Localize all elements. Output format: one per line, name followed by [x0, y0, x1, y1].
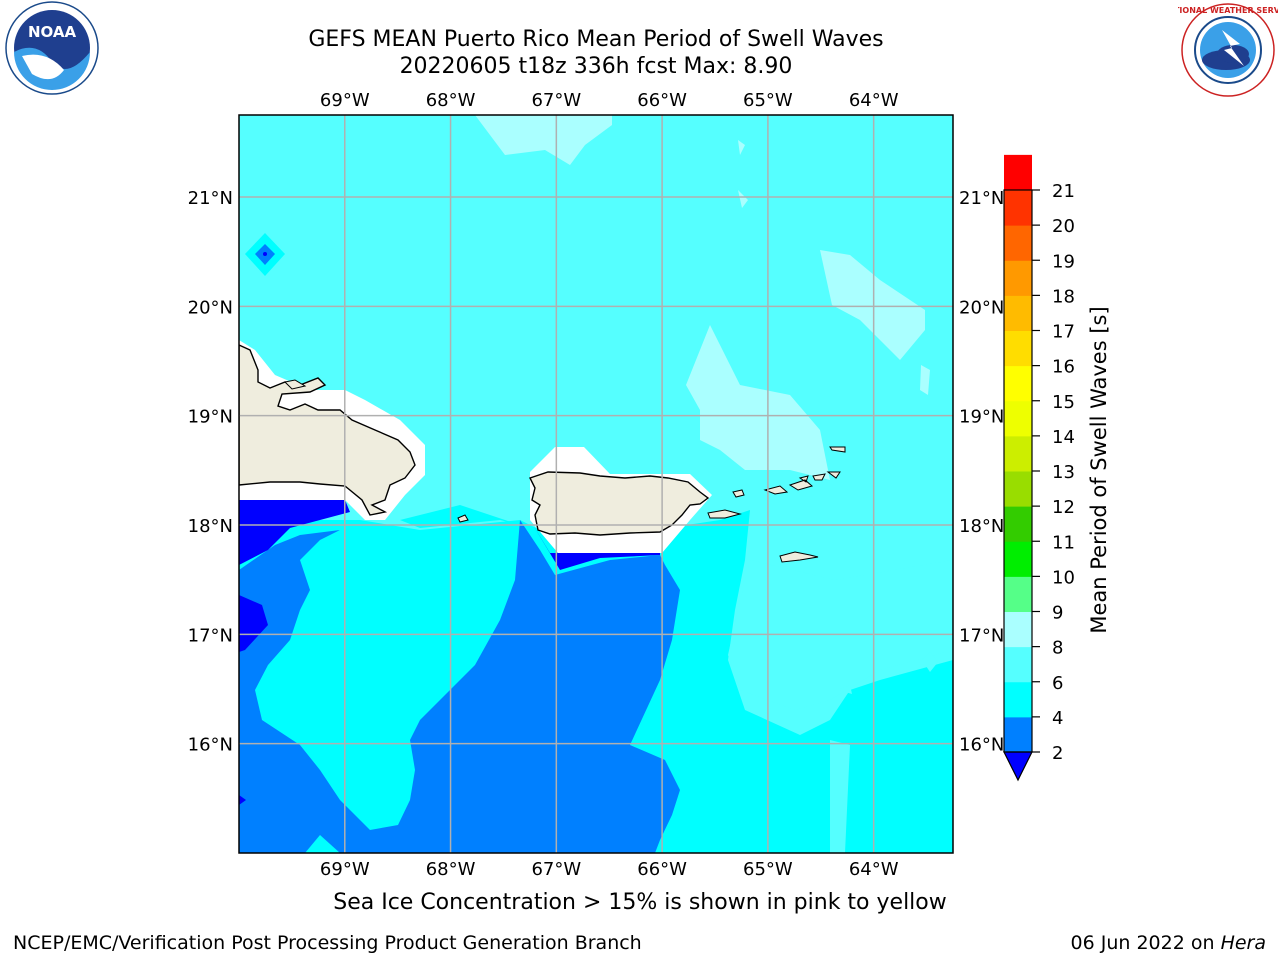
noaa-logo-text: NOAA	[28, 23, 77, 41]
colorbar-tick-label: 16	[1052, 357, 1075, 378]
chart-title: GEFS MEAN Puerto Rico Mean Period of Swe…	[308, 27, 884, 52]
colorbar-segment	[1004, 576, 1032, 612]
colorbar-tick-label: 19	[1052, 251, 1075, 272]
virgin-islands	[763, 471, 841, 495]
swell-region-8-9-east	[686, 325, 830, 480]
swell-region-6-8-specks	[838, 652, 938, 694]
chart-subtitle: 20220605 t18z 336h fcst Max: 8.90	[399, 54, 793, 79]
lat-label-right: 21°N	[959, 188, 1004, 209]
colorbar-under-arrow	[1003, 751, 1033, 782]
puerto-rico-land	[529, 471, 710, 536]
colorbar: 2 4 6 8 9 10 11 12 13 14 15 16 17 18 19 20 21	[1003, 154, 1075, 782]
colorbar-tick-label: 12	[1052, 497, 1075, 518]
swell-region-2-4	[239, 520, 680, 853]
swell-region-4-6-strip	[400, 505, 520, 528]
colorbar-segment	[1004, 435, 1032, 472]
colorbar-tick-label: 9	[1052, 603, 1063, 624]
swell-region-4-6-corner	[305, 835, 340, 853]
colorbar-tick-label: 18	[1052, 286, 1075, 307]
colorbar-segment	[1004, 681, 1032, 718]
lon-label-top: 66°W	[637, 90, 687, 111]
colorbar-segment	[1004, 225, 1032, 261]
swell-region-under-2-coast	[239, 595, 268, 652]
colorbar-tick-label: 14	[1052, 427, 1075, 448]
lat-label-left: 21°N	[188, 188, 233, 209]
colorbar-tick-label: 6	[1052, 673, 1063, 694]
map-figure: 69°W 69°W 68°W 68°W 67°W 67°W 66°W 66°W 65°W 65°W…	[188, 90, 1111, 880]
swell-region-under-2-west	[239, 500, 350, 565]
vieques-island	[707, 509, 742, 519]
lon-label-bottom: 67°W	[531, 859, 581, 880]
lon-label-top: 68°W	[426, 90, 476, 111]
colorbar-segment	[1004, 260, 1032, 296]
colorbar-tick-label: 10	[1052, 567, 1075, 588]
colorbar-segment	[1004, 646, 1032, 683]
lon-label-bottom: 65°W	[743, 859, 793, 880]
lat-label-left: 16°N	[188, 735, 233, 756]
map-frame	[238, 114, 954, 854]
colorbar-segment	[1004, 471, 1032, 507]
colorbar-label: Mean Period of Swell Waves [s]	[1087, 306, 1111, 633]
sea-ice-note: Sea Ice Concentration > 15% is shown in …	[333, 890, 947, 915]
map-gridlines	[239, 115, 953, 853]
colorbar-tick-label: 11	[1052, 532, 1075, 553]
colorbar-tick-label: 17	[1052, 322, 1075, 343]
colorbar-segment	[1004, 154, 1032, 191]
colorbar-tick-label: 2	[1052, 743, 1063, 764]
noaa-logo: NOAA	[5, 1, 99, 95]
swell-region-8-9-northeast	[820, 250, 925, 360]
colorbar-segment	[1004, 365, 1032, 402]
lon-label-bottom: 66°W	[637, 859, 687, 880]
colorbar-tick-label: 4	[1052, 708, 1063, 729]
swell-region-6-8-strip	[830, 740, 850, 853]
footer-date: 06 Jun 2022 on Hera	[1071, 932, 1266, 954]
lat-label-right: 18°N	[959, 516, 1004, 537]
lat-label-right: 17°N	[959, 625, 1004, 646]
lat-label-left: 19°N	[188, 407, 233, 428]
footer-credit: NCEP/EMC/Verification Post Processing Pr…	[13, 932, 642, 954]
lon-label-bottom: 64°W	[849, 859, 899, 880]
lon-label-bottom: 69°W	[320, 859, 370, 880]
lat-label-left: 20°N	[188, 297, 233, 318]
culebra-island	[732, 489, 745, 498]
colorbar-segment	[1004, 541, 1032, 577]
st-croix-island	[779, 551, 819, 563]
footer-host: Hera	[1220, 932, 1266, 954]
lat-label-right: 20°N	[959, 297, 1004, 318]
colorbar-segment	[1004, 611, 1032, 648]
lon-label-bottom: 68°W	[426, 859, 476, 880]
colorbar-tick-label: 15	[1052, 392, 1075, 413]
anegada-island	[829, 446, 846, 453]
colorbar-segment	[1004, 330, 1032, 367]
tortuga-island	[283, 379, 307, 390]
colorbar-segment	[1004, 295, 1032, 331]
swell-region-under-2-pr	[530, 520, 660, 570]
lat-label-right: 16°N	[959, 735, 1004, 756]
map-field	[239, 115, 953, 853]
footer-date-text: 06 Jun 2022 on	[1070, 932, 1221, 954]
lat-label-left: 18°N	[188, 516, 233, 537]
mona-island	[457, 514, 469, 523]
lon-label-top: 65°W	[743, 90, 793, 111]
colorbar-tick-label: 8	[1052, 638, 1063, 659]
colorbar-segment	[1004, 716, 1032, 753]
swell-region-under-2-speck	[239, 795, 246, 805]
colorbar-tick-label: 13	[1052, 462, 1075, 483]
lon-label-top: 67°W	[531, 90, 581, 111]
map-axis-labels: 69°W 69°W 68°W 68°W 67°W 67°W 66°W 66°W 65°W 65°W…	[188, 90, 1005, 880]
lat-label-left: 17°N	[188, 625, 233, 646]
nws-logo: NATIONAL WEATHER SERVICE	[1178, 3, 1278, 97]
swell-region-8-9-north	[475, 115, 612, 165]
colorbar-segment	[1004, 506, 1032, 542]
colorbar-segment	[1004, 190, 1032, 226]
colorbar-segment	[1004, 400, 1032, 437]
swell-diamond-center	[263, 252, 267, 256]
lon-label-top: 64°W	[849, 90, 899, 111]
lat-label-right: 19°N	[959, 407, 1004, 428]
lon-label-top: 69°W	[320, 90, 370, 111]
colorbar-tick-label: 21	[1052, 181, 1075, 202]
nws-logo-text: NATIONAL WEATHER SERVICE	[1178, 6, 1278, 15]
colorbar-tick-label: 20	[1052, 216, 1075, 237]
